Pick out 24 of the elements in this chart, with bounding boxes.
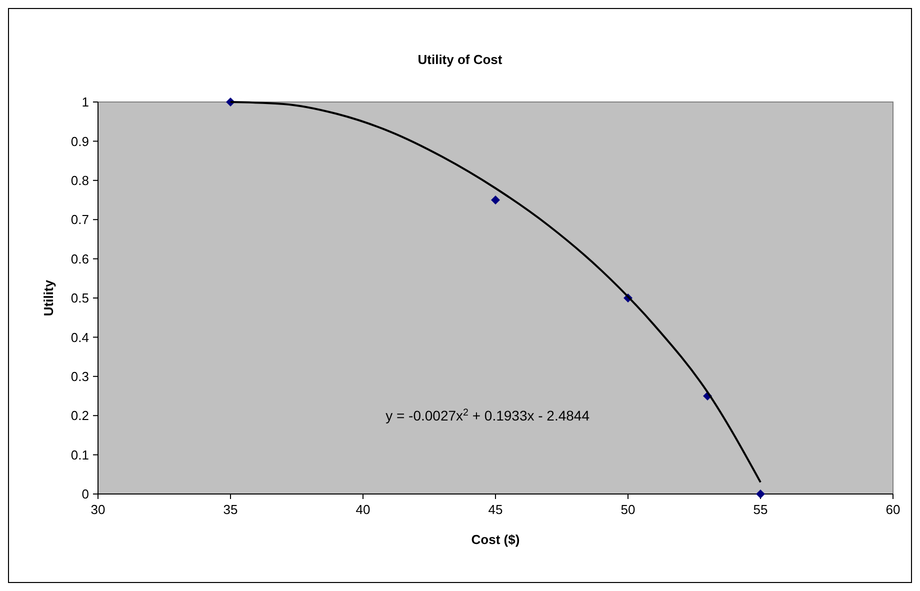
point [491,196,500,204]
x-tick-label: 55 [753,502,768,517]
y-tick-label: 1 [82,94,89,110]
annotation: y = -0.0027x$^{2}$ + 0.1933x - 2.4844 [386,407,590,424]
y-tick-label: 0.2 [70,408,89,424]
y-tick-label: 0.6 [70,251,89,266]
y-tick-label: 0.4 [70,330,89,345]
y-tick-label: 0.8 [70,172,89,188]
y-tick-label: 0.9 [70,134,89,149]
chart-title: Utility of Cost [418,52,503,67]
x-tick-label: 30 [90,502,106,517]
y-tick-label: 0.3 [70,368,89,384]
x-tick-label: 45 [488,502,503,517]
x-tick-label: 40 [356,502,370,517]
y-tick-label: 0.1 [70,447,89,462]
y-tick-label: 0.5 [70,290,89,306]
x-tick-label: 35 [223,502,238,517]
x-tick-label: 50 [620,502,636,517]
y-tick-label: 0 [82,486,89,502]
y-tick-label: 0.7 [70,212,89,228]
y-axis-title: Utility [41,279,56,316]
x-tick-label: 60 [886,502,900,517]
point [756,490,765,498]
x-axis-title: Cost ($) [471,532,520,547]
